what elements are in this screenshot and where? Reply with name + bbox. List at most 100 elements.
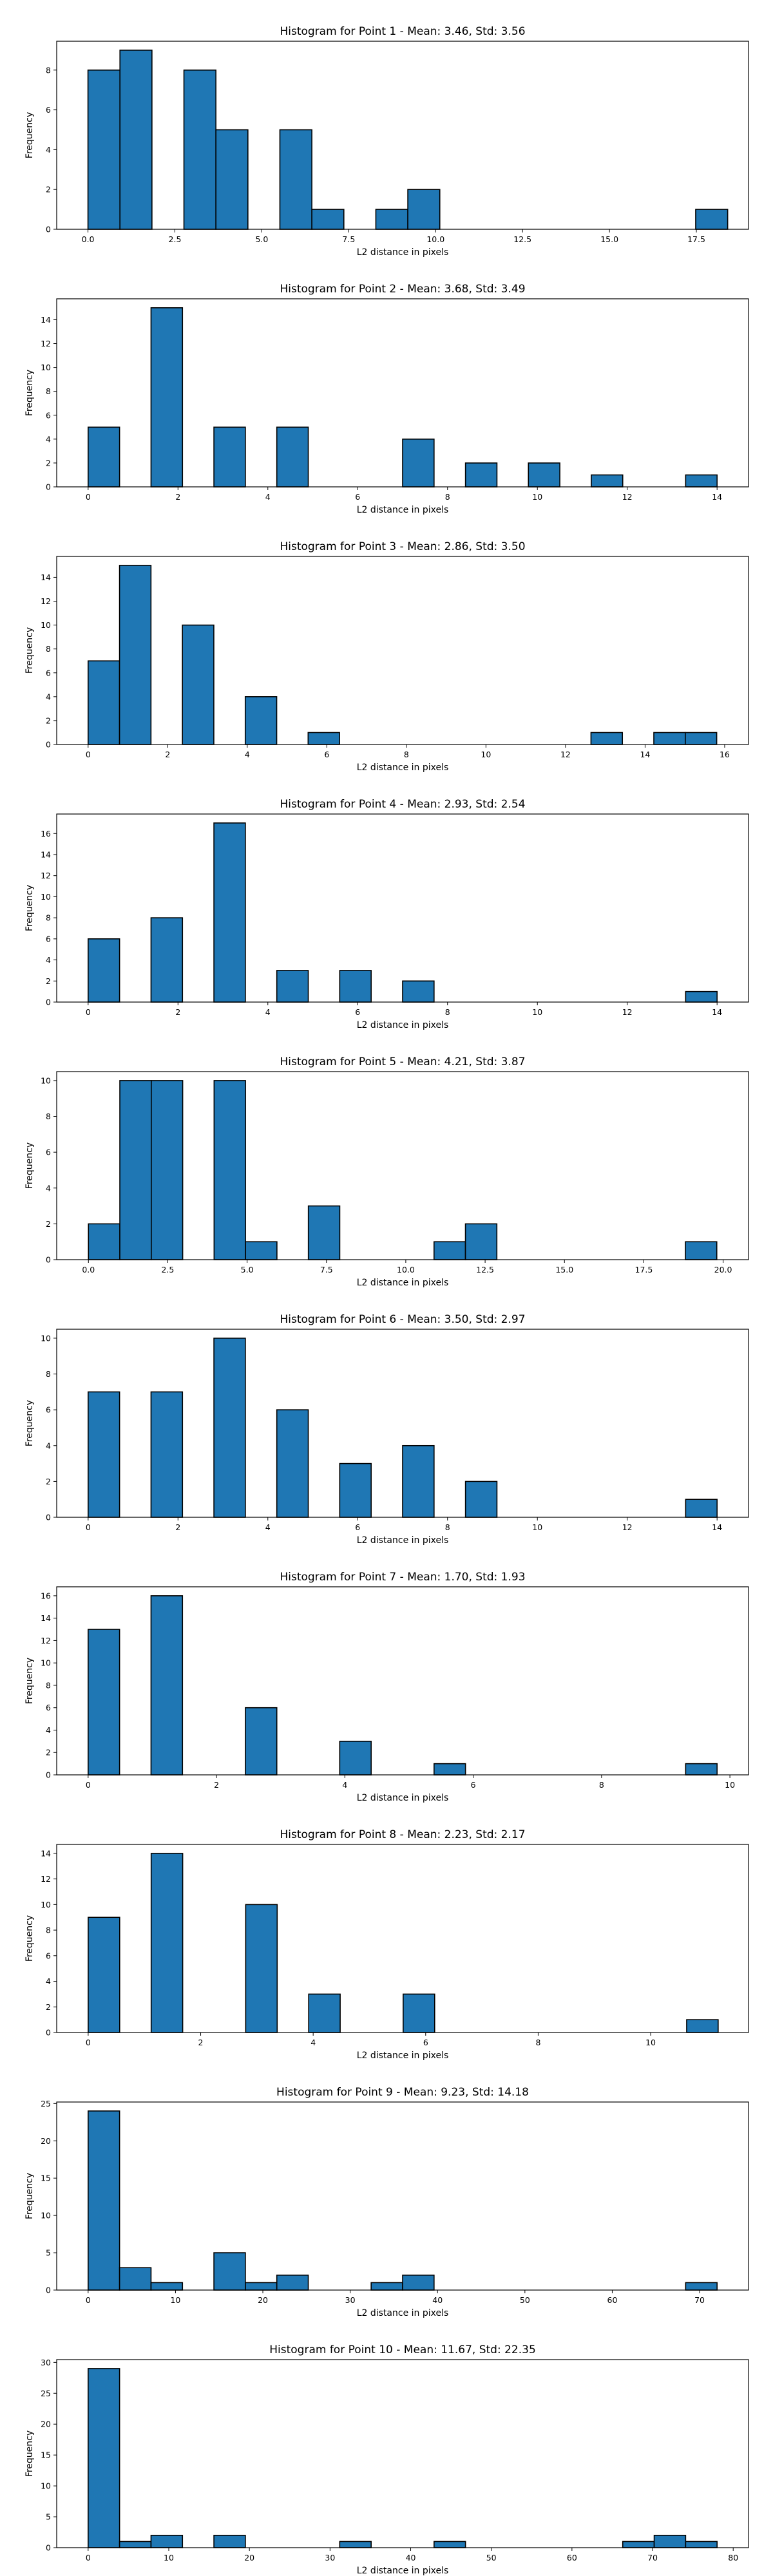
histogram-bar bbox=[685, 1499, 718, 1518]
y-tick-label: 16 bbox=[41, 1591, 51, 1600]
y-axis-label: Frequency bbox=[24, 2173, 35, 2219]
y-tick-label: 6 bbox=[46, 410, 51, 420]
x-tick-label: 12 bbox=[622, 1522, 633, 1532]
y-tick-label: 5 bbox=[46, 2248, 51, 2258]
y-tick-label: 10 bbox=[41, 1075, 51, 1085]
x-tick-label: 10 bbox=[532, 1522, 542, 1532]
y-tick-label: 4 bbox=[46, 955, 51, 965]
y-tick-label: 2 bbox=[46, 458, 51, 468]
y-tick-label: 10 bbox=[41, 1658, 51, 1668]
x-tick-label: 0 bbox=[86, 1007, 91, 1017]
histogram-bar bbox=[695, 209, 729, 230]
chart-title: Histogram for Point 5 - Mean: 4.21, Std:… bbox=[280, 1056, 525, 1068]
x-tick-label: 8 bbox=[445, 1007, 450, 1017]
histogram-bar bbox=[119, 565, 152, 745]
y-tick-label: 4 bbox=[46, 1725, 51, 1735]
x-tick-label: 40 bbox=[406, 2553, 416, 2562]
y-tick-label: 4 bbox=[46, 1183, 51, 1193]
x-tick-label: 8 bbox=[445, 1522, 450, 1532]
x-tick-label: 2.5 bbox=[161, 1265, 174, 1274]
y-tick-label: 14 bbox=[41, 573, 51, 582]
y-tick-label: 15 bbox=[41, 2174, 51, 2183]
histogram-bar bbox=[375, 209, 408, 230]
y-tick-label: 30 bbox=[41, 2358, 51, 2367]
y-tick-label: 25 bbox=[41, 2099, 51, 2108]
histogram-bar bbox=[307, 1205, 341, 1260]
histogram-bar bbox=[402, 980, 435, 1003]
x-tick-label: 50 bbox=[520, 2295, 530, 2305]
histogram-bar bbox=[213, 2535, 246, 2548]
x-tick-label: 15.0 bbox=[555, 1265, 573, 1274]
histogram-bar bbox=[307, 732, 340, 745]
x-tick-label: 7.5 bbox=[320, 1265, 333, 1274]
x-tick-label: 6 bbox=[355, 1007, 360, 1017]
y-tick-label: 16 bbox=[41, 829, 51, 838]
y-tick-label: 8 bbox=[46, 1112, 51, 1121]
histogram-bar bbox=[88, 1223, 120, 1260]
y-tick-label: 2 bbox=[46, 976, 51, 986]
y-tick-label: 4 bbox=[46, 1441, 51, 1450]
y-tick-label: 8 bbox=[46, 1369, 51, 1379]
y-tick-label: 14 bbox=[41, 1613, 51, 1623]
histogram-bar bbox=[88, 1391, 120, 1518]
y-tick-label: 4 bbox=[46, 434, 51, 444]
x-axis-label: L2 distance in pixels bbox=[357, 1535, 449, 1546]
y-tick-label: 0 bbox=[46, 740, 51, 750]
x-tick-label: 5.0 bbox=[255, 234, 268, 244]
histogram-bar bbox=[434, 1763, 466, 1776]
histogram-bar bbox=[213, 822, 246, 1003]
y-tick-label: 12 bbox=[41, 871, 51, 880]
x-axis-label: L2 distance in pixels bbox=[357, 2308, 449, 2318]
x-tick-label: 30 bbox=[325, 2553, 335, 2562]
y-axis-label: Frequency bbox=[24, 112, 35, 158]
histogram-bar bbox=[215, 129, 249, 230]
x-axis-label: L2 distance in pixels bbox=[357, 762, 449, 773]
x-tick-label: 2 bbox=[214, 1780, 219, 1790]
y-tick-label: 0 bbox=[46, 1255, 51, 1265]
x-tick-label: 6 bbox=[471, 1780, 476, 1790]
y-tick-label: 14 bbox=[41, 849, 51, 859]
x-tick-label: 0 bbox=[86, 750, 91, 759]
x-tick-label: 2 bbox=[165, 750, 170, 759]
x-tick-label: 17.5 bbox=[635, 1265, 653, 1274]
histogram-bar bbox=[685, 474, 718, 488]
histogram-panel: Histogram for Point 6 - Mean: 3.50, Std:… bbox=[24, 1313, 749, 1546]
y-tick-label: 0 bbox=[46, 998, 51, 1007]
y-tick-label: 5 bbox=[46, 2512, 51, 2522]
y-tick-label: 2 bbox=[46, 1477, 51, 1486]
chart-title: Histogram for Point 1 - Mean: 3.46, Std:… bbox=[280, 25, 525, 38]
histogram-bar bbox=[150, 917, 184, 1003]
y-tick-label: 0 bbox=[46, 225, 51, 234]
histogram-bar bbox=[276, 1409, 309, 1518]
histogram-bar bbox=[119, 1080, 152, 1260]
x-tick-label: 12 bbox=[622, 1007, 633, 1017]
x-tick-label: 4 bbox=[342, 1780, 347, 1790]
histogram-bar bbox=[685, 2282, 718, 2291]
chart-title: Histogram for Point 9 - Mean: 9.23, Std:… bbox=[276, 2086, 529, 2099]
x-tick-label: 10 bbox=[532, 1007, 542, 1017]
x-tick-label: 2.5 bbox=[169, 234, 182, 244]
axes-frame bbox=[56, 41, 749, 230]
x-tick-label: 8 bbox=[535, 2038, 540, 2047]
x-tick-label: 10 bbox=[481, 750, 491, 759]
x-tick-label: 8 bbox=[404, 750, 409, 759]
histogram-bar bbox=[464, 462, 498, 488]
y-tick-label: 6 bbox=[46, 1405, 51, 1415]
histogram-bar bbox=[213, 1338, 246, 1518]
histogram-bar bbox=[407, 189, 441, 230]
histogram-bar bbox=[591, 474, 624, 488]
histogram-bar bbox=[245, 2282, 278, 2291]
x-tick-label: 14 bbox=[640, 750, 650, 759]
y-tick-label: 6 bbox=[46, 1951, 51, 1960]
histogram-bar bbox=[433, 1241, 466, 1260]
y-tick-label: 2 bbox=[46, 1748, 51, 1757]
histogram-panel: Histogram for Point 1 - Mean: 3.46, Std:… bbox=[24, 25, 749, 258]
x-tick-label: 6 bbox=[324, 750, 329, 759]
y-tick-label: 12 bbox=[41, 339, 51, 348]
y-axis-label: Frequency bbox=[24, 1915, 35, 1962]
x-tick-label: 4 bbox=[265, 1007, 271, 1017]
x-tick-label: 80 bbox=[728, 2553, 738, 2562]
histogram-bar bbox=[590, 732, 624, 745]
histogram-bar bbox=[339, 1741, 372, 1776]
chart-title: Histogram for Point 7 - Mean: 1.70, Std:… bbox=[280, 1571, 525, 1584]
